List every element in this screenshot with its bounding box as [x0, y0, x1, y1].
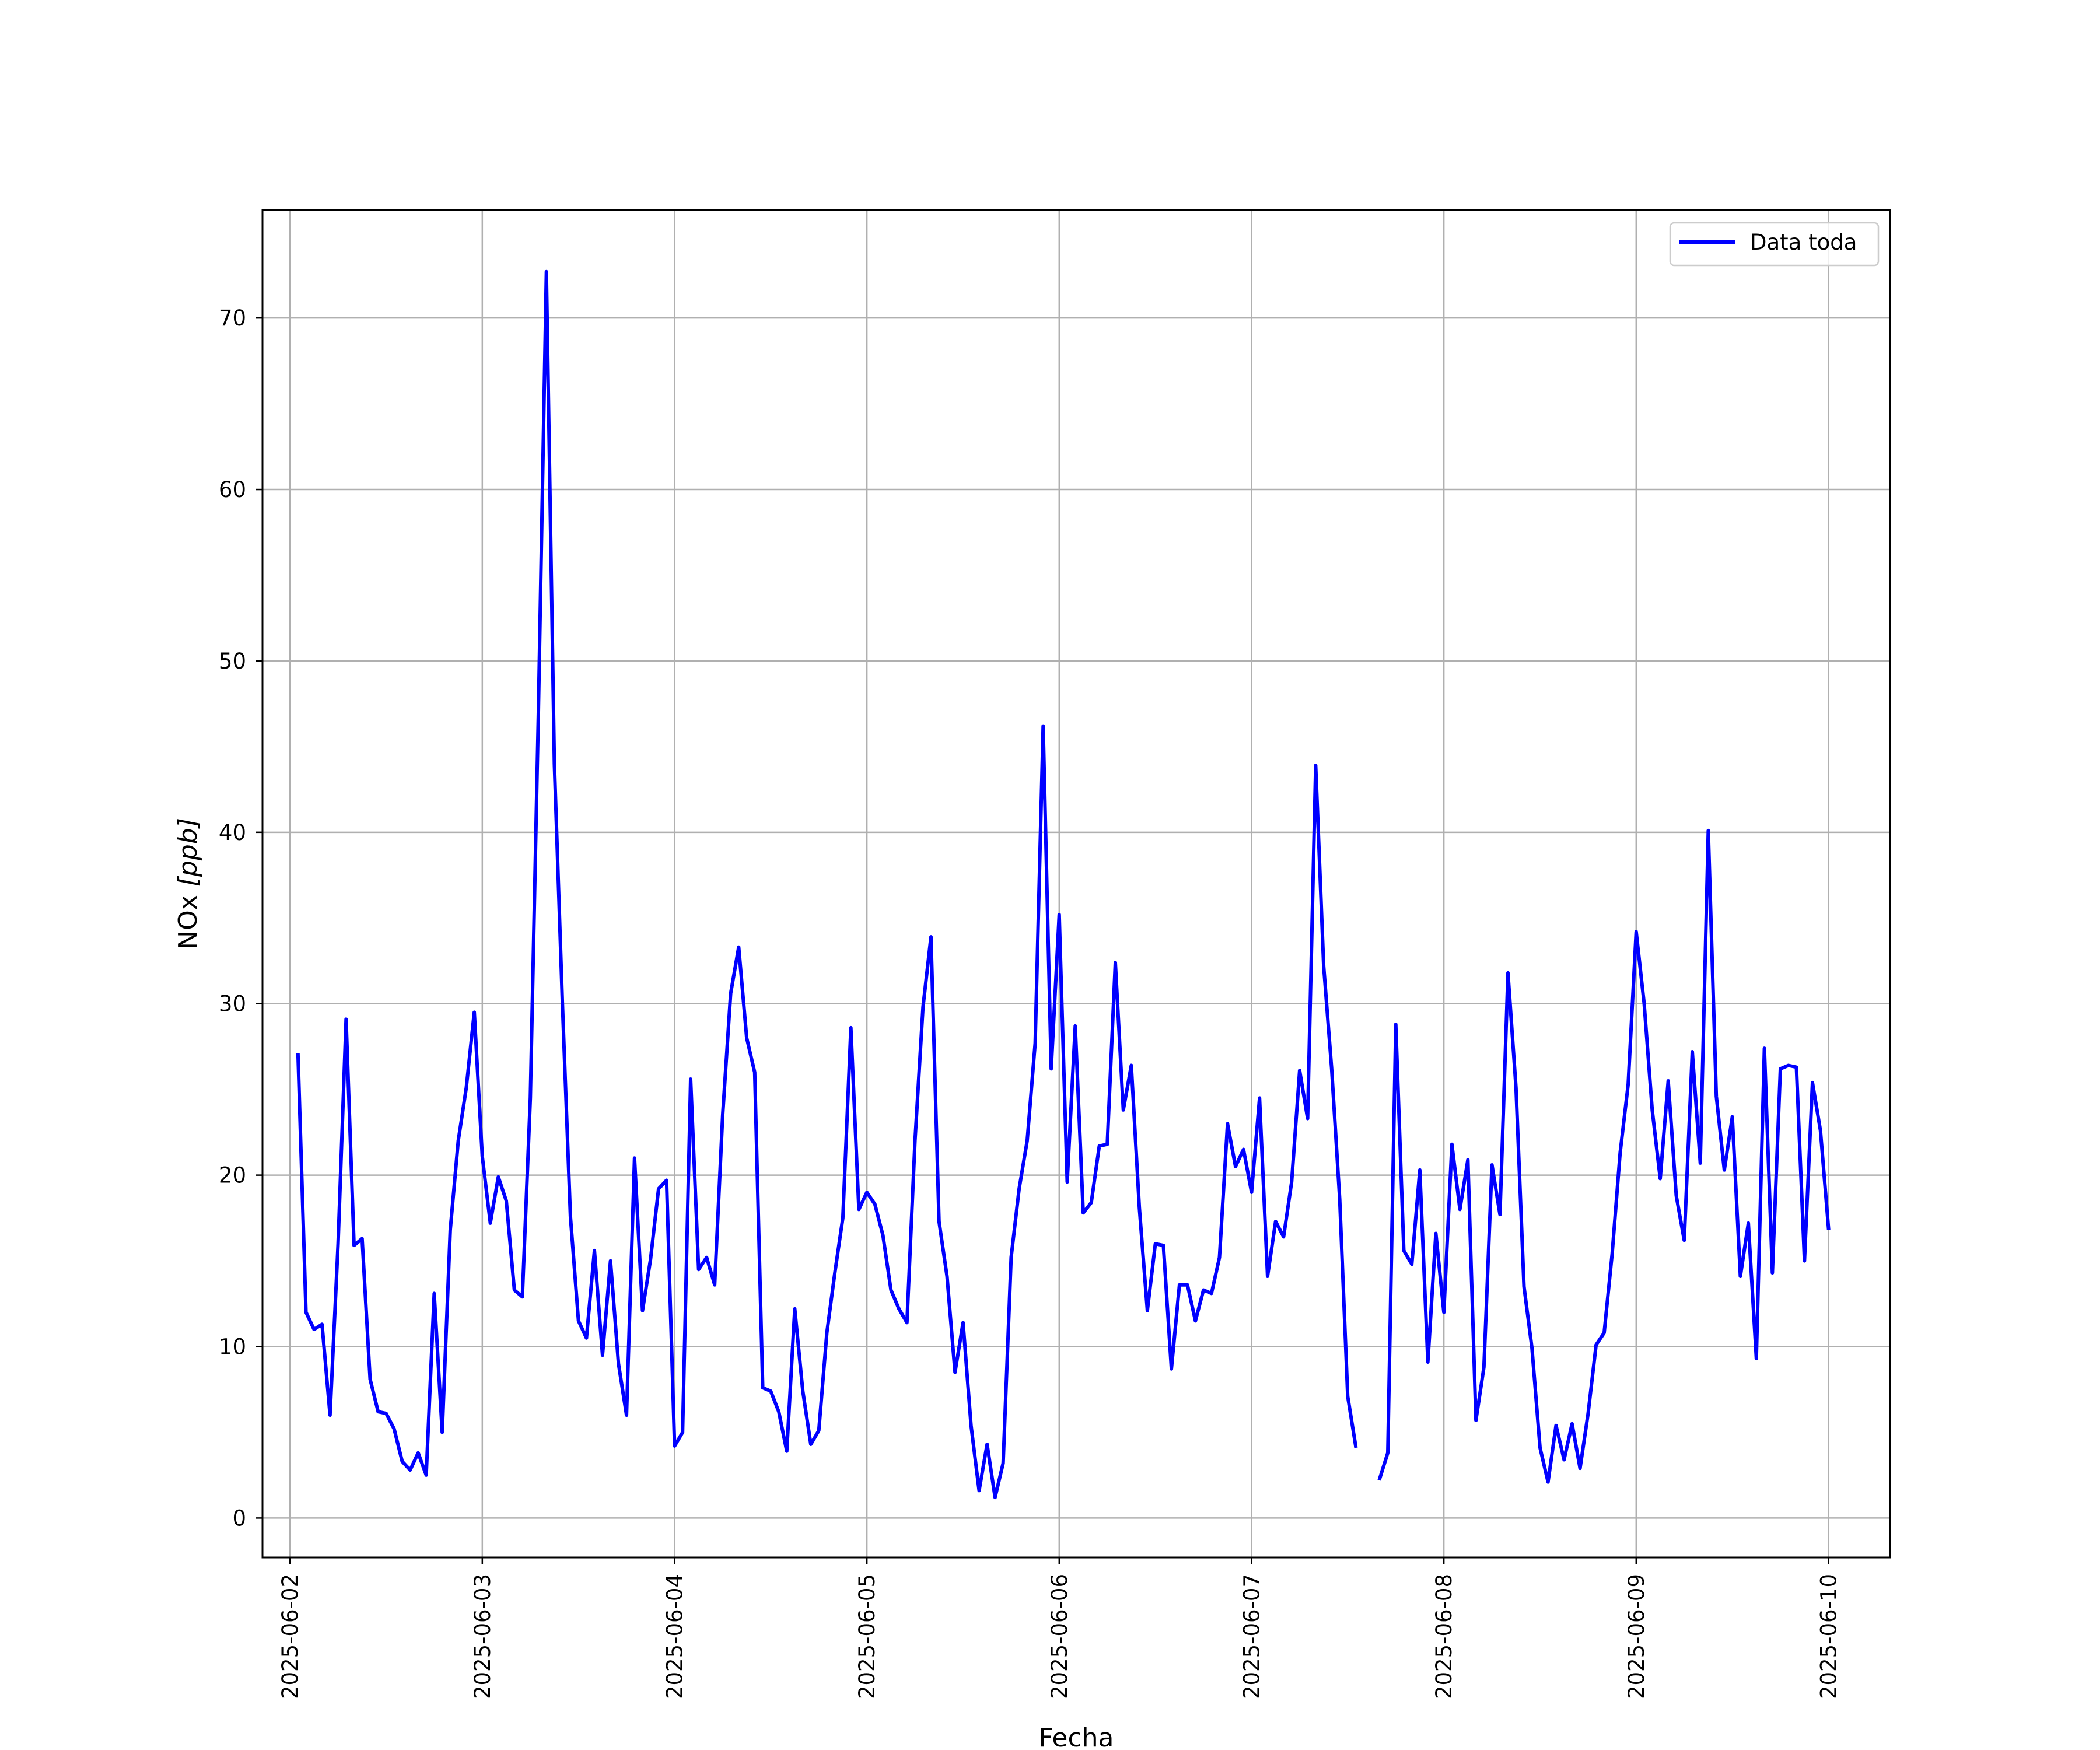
x-tick-label: 2025-06-04: [662, 1574, 687, 1699]
y-tick-label: 70: [219, 306, 246, 331]
x-tick-label: 2025-06-08: [1432, 1574, 1457, 1699]
plot-frame: [261, 209, 1891, 1559]
x-tick-label: 2025-06-03: [470, 1574, 495, 1699]
y-axis-title-main: NOx: [173, 887, 203, 950]
series-line: [1377, 828, 1831, 1484]
x-gridlines: [289, 210, 1829, 1558]
y-tick-label: 20: [219, 1163, 246, 1188]
y-axis: 0 10 20 30 40 50 60 70: [219, 306, 262, 1531]
legend-box: [1669, 222, 1880, 267]
y-axis-title-unit: [ppb]: [173, 818, 203, 887]
y-tick-label: 30: [219, 992, 246, 1017]
y-tick-label: 0: [232, 1506, 246, 1531]
y-tick-label: 60: [219, 477, 246, 502]
x-tick-label: 2025-06-05: [855, 1574, 880, 1699]
y-tick-label: 40: [219, 820, 246, 845]
x-tick-label: 2025-06-02: [278, 1574, 303, 1699]
x-tick-label: 2025-06-10: [1816, 1574, 1841, 1699]
x-tick-label: 2025-06-06: [1047, 1574, 1072, 1699]
y-tick-label: 10: [219, 1335, 246, 1360]
x-tick-label: 2025-06-07: [1239, 1574, 1264, 1699]
series-layer: [296, 270, 1831, 1500]
series-line: [296, 270, 1358, 1500]
legend-label: Data toda: [1750, 230, 1857, 255]
x-axis-title: Fecha: [1038, 1723, 1114, 1750]
x-tick-label: 2025-06-09: [1624, 1574, 1649, 1699]
y-tick-label: 50: [219, 649, 246, 674]
x-axis: 2025-06-02 2025-06-03 2025-06-04 2025-06-05…: [278, 1558, 1841, 1699]
legend: Data toda: [1669, 222, 1880, 267]
y-axis-title: NOx [ppb]: [173, 818, 203, 950]
